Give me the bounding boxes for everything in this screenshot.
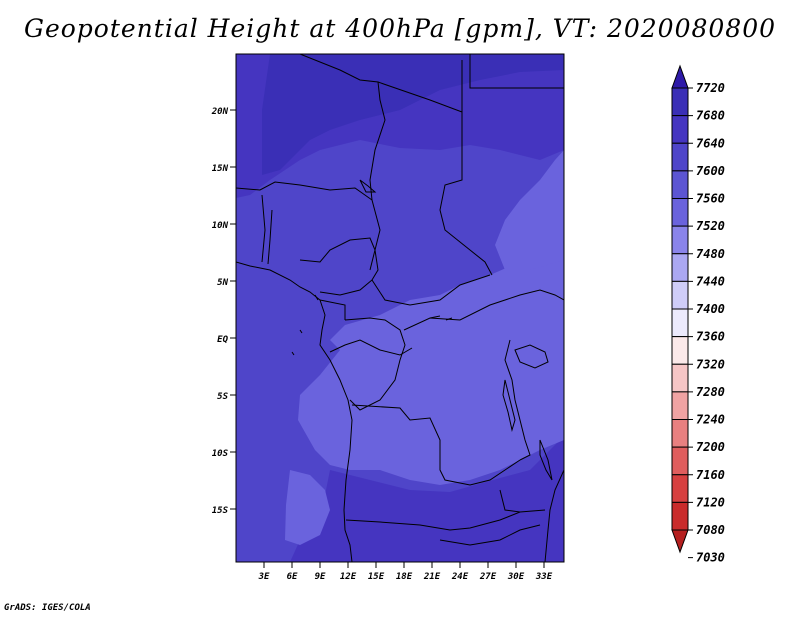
colorbar-label: 7640 [696,136,725,150]
colorbar-swatch [671,336,689,365]
lon-label: 21E [423,572,441,582]
colorbar-label: 7480 [696,247,725,261]
country-borders [236,54,564,562]
colorbar-swatch [671,501,689,531]
lon-label: 30E [507,572,525,582]
lon-label: 12E [340,572,357,582]
page-title: Geopotential Height at 400hPa [gpm], VT:… [23,14,777,43]
field-east-low [495,150,564,270]
border-11 [403,289,564,331]
colorbar-label: 7560 [696,192,725,206]
colorbar-swatch [671,87,689,117]
colorbar-label: 7080 [696,523,725,537]
border-4 [236,181,373,201]
lake-chad [359,179,377,193]
lat-label: EQ [217,335,228,345]
lat-label: 5N [217,278,228,288]
colorbar-swatch [671,280,689,310]
colorbar-label: 7680 [696,109,725,123]
lon-label: 6E [287,572,298,582]
colorbar-label: 7600 [696,164,725,178]
lon-label: 9E [315,572,326,582]
border-13 [345,509,546,531]
colorbar-swatch [671,391,689,420]
border-2 [377,81,493,276]
lat-label: 10N [212,221,229,231]
border-9 [344,317,406,411]
border-14 [439,489,541,546]
border-8 [319,279,373,320]
colorbar-swatch [671,474,689,503]
colorbar-swatch [671,198,689,227]
lat-label: 20N [211,107,229,117]
lon-label: 24E [451,572,469,582]
colorbar-label: 7030 [696,551,725,565]
lon-label: 3E [258,572,270,582]
colorbar-label: 7320 [696,357,725,371]
gulf-islands [291,294,453,356]
field-southern-high [290,440,564,562]
border-5 [261,194,273,265]
coastline-west [236,261,353,562]
colorbar-cap-bottom [671,529,689,554]
map-frame [235,53,565,563]
colorbar-cap-top [671,64,689,89]
lon-label: 33E [535,572,553,582]
colorbar-label: 7120 [696,495,725,509]
colorbar-label: 7200 [696,440,725,454]
lake-tanganyika [502,379,516,432]
lat-label: 15S [212,506,229,516]
border-7 [371,249,491,306]
colorbar-swatch [671,253,689,282]
lat-label: 10S [212,449,229,459]
border-6 [299,237,376,263]
lat-label: 5S [217,392,228,402]
border-1 [299,54,386,271]
footer-credit: GrADS: IGES/COLA [4,603,91,613]
lon-label: 15E [368,572,385,582]
border-3 [461,54,564,112]
lake-victoria [514,344,549,369]
field-southwest-low [285,470,330,545]
colorbar-swatch [671,170,689,199]
colorbar-label: 7720 [696,81,725,95]
colorbar-swatch [671,308,689,338]
river-congo [329,339,413,356]
border-10 [351,404,521,486]
border-12 [504,339,531,461]
lat-label: 15N [212,164,229,174]
colorbar-label: 7520 [696,219,725,233]
field-central-low [298,240,564,485]
colorbar-swatch [671,419,689,448]
colorbar-swatch [671,142,689,172]
colorbar: 7720 7680 7640 7600 7560 7520 7480 7440 7400 7360… [671,64,725,565]
geopotential-field [236,54,564,562]
colorbar-label: 7240 [696,413,725,427]
lon-axis [263,562,545,568]
colorbar-swatch [671,446,689,476]
colorbar-label: 7440 [696,274,725,288]
colorbar-swatch [671,363,689,393]
colorbar-label: 7160 [696,468,725,482]
coast-east [544,469,564,562]
lat-labels: 20N 15N 10N 5N EQ 5S 10S 15S [211,107,229,516]
lon-labels: 3E 6E 9E 12E 15E 18E 21E 24E 27E 30E 33E [258,572,553,582]
colorbar-swatch [671,225,689,255]
field-northern-max [262,54,564,175]
lon-label: 27E [479,572,497,582]
colorbar-label: 7280 [696,385,725,399]
colorbar-swatch [671,115,689,144]
colorbar-label: 7400 [696,302,725,316]
lat-axis [230,109,236,510]
lake-malawi [539,439,553,481]
lon-label: 18E [396,572,413,582]
colorbar-label: 7360 [696,330,725,344]
